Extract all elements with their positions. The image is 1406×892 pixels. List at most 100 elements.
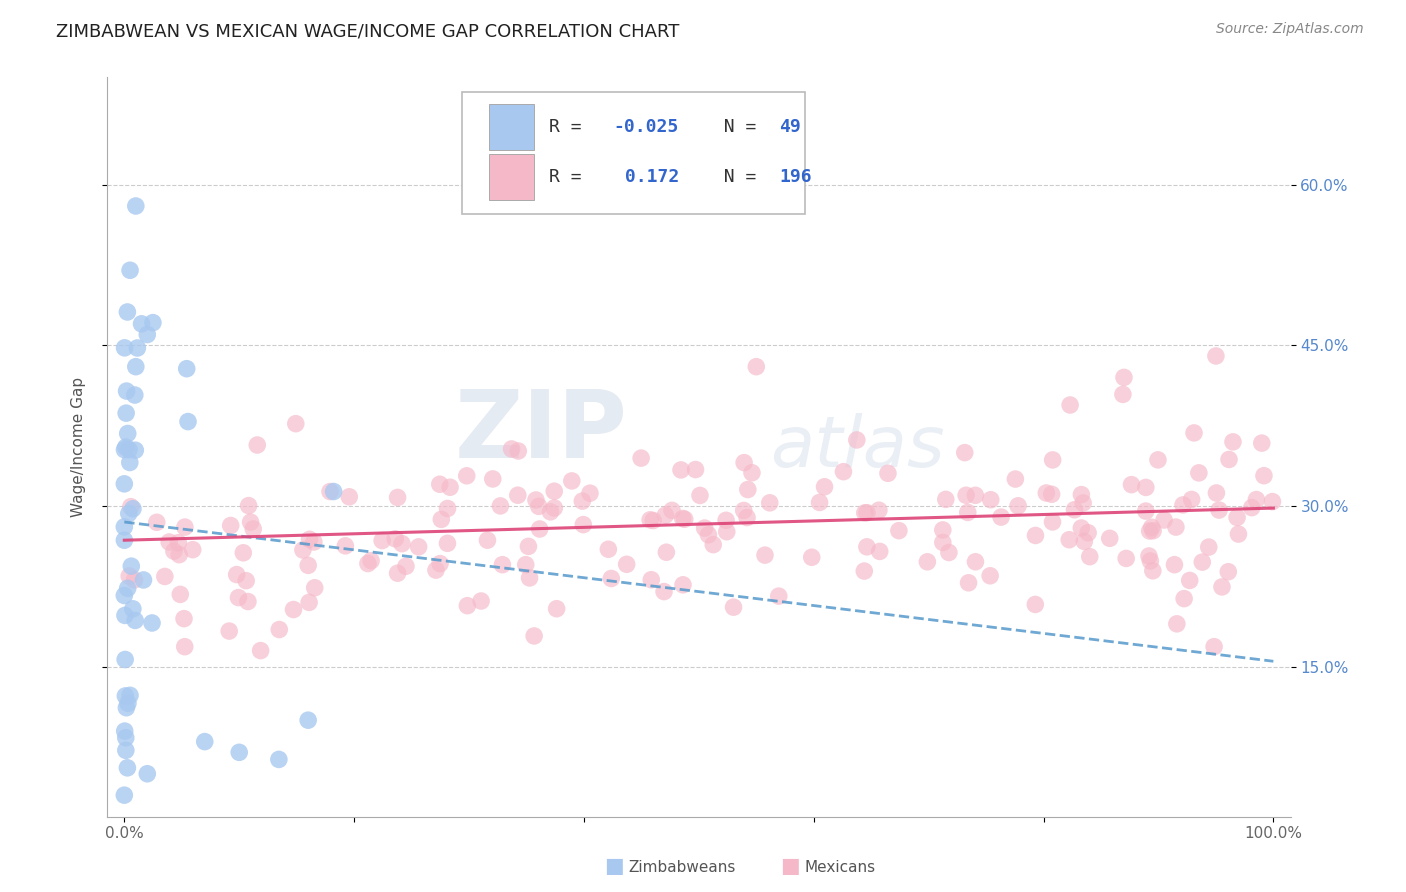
Point	[302, 535, 325, 549]
Point	[173, 640, 195, 654]
Text: 0.172: 0.172	[613, 169, 679, 186]
Point	[1178, 574, 1201, 588]
Point	[517, 540, 540, 554]
Point	[1057, 533, 1080, 547]
Point	[1250, 436, 1272, 450]
Point	[124, 573, 146, 587]
Point	[980, 492, 1002, 507]
Point	[1191, 555, 1213, 569]
Point	[1070, 487, 1092, 501]
Text: ZIMBABWEAN VS MEXICAN WAGE/INCOME GAP CORRELATION CHART: ZIMBABWEAN VS MEXICAN WAGE/INCOME GAP CO…	[56, 22, 679, 40]
Point	[114, 608, 136, 623]
Point	[146, 516, 169, 530]
Point	[523, 629, 546, 643]
Point	[1112, 370, 1135, 384]
Point	[572, 517, 595, 532]
Point	[436, 536, 458, 550]
Point	[672, 511, 695, 525]
Text: 196: 196	[779, 169, 811, 186]
Point	[112, 788, 135, 802]
Point	[242, 522, 264, 536]
Point	[672, 578, 695, 592]
Point	[112, 589, 135, 603]
Point	[124, 443, 146, 458]
Point	[887, 524, 910, 538]
Point	[176, 361, 198, 376]
Point	[1182, 425, 1205, 440]
Point	[1253, 468, 1275, 483]
Text: ZIP: ZIP	[456, 386, 628, 478]
Point	[932, 523, 955, 537]
Text: R =: R =	[548, 118, 592, 136]
Point	[1007, 499, 1029, 513]
FancyBboxPatch shape	[463, 92, 806, 214]
Point	[297, 558, 319, 573]
Point	[1004, 472, 1026, 486]
Point	[869, 544, 891, 558]
Point	[935, 492, 957, 507]
Point	[114, 724, 136, 739]
Point	[1063, 502, 1085, 516]
Point	[1042, 453, 1064, 467]
Point	[845, 433, 868, 447]
Point	[685, 462, 707, 476]
Point	[489, 499, 512, 513]
Point	[322, 484, 344, 499]
Text: R =: R =	[548, 169, 592, 186]
Point	[360, 554, 382, 568]
Point	[1135, 504, 1157, 518]
Point	[515, 558, 537, 572]
Point	[219, 518, 242, 533]
Point	[283, 602, 305, 616]
Point	[689, 488, 711, 502]
Text: ■: ■	[605, 856, 624, 876]
Point	[1181, 492, 1204, 507]
Point	[112, 476, 135, 491]
Point	[501, 442, 523, 456]
Point	[745, 359, 768, 374]
Point	[291, 543, 314, 558]
Point	[114, 689, 136, 703]
Point	[1198, 540, 1220, 554]
Point	[304, 581, 326, 595]
Point	[524, 493, 547, 508]
Text: Mexicans: Mexicans	[804, 861, 876, 875]
Point	[661, 503, 683, 517]
Point	[167, 548, 190, 562]
Point	[120, 559, 142, 574]
Point	[932, 535, 955, 549]
Point	[979, 568, 1001, 582]
Point	[491, 558, 513, 572]
Point	[1205, 486, 1227, 500]
Point	[169, 587, 191, 601]
Point	[470, 594, 492, 608]
Point	[1137, 549, 1160, 563]
Point	[456, 468, 478, 483]
Point	[956, 505, 979, 519]
Point	[228, 745, 250, 759]
Point	[813, 480, 835, 494]
Point	[938, 545, 960, 559]
Point	[600, 572, 623, 586]
Point	[853, 564, 876, 578]
Point	[754, 548, 776, 562]
Point	[640, 573, 662, 587]
Point	[225, 567, 247, 582]
Point	[120, 500, 142, 514]
Point	[697, 528, 720, 542]
Point	[132, 573, 155, 587]
Point	[384, 532, 406, 546]
Point	[174, 520, 197, 534]
Point	[868, 503, 890, 517]
Point	[1153, 513, 1175, 527]
Point	[1171, 498, 1194, 512]
Point	[1035, 486, 1057, 500]
Point	[167, 535, 190, 549]
Point	[118, 507, 141, 521]
Point	[122, 602, 145, 616]
Point	[267, 752, 290, 766]
Point	[508, 444, 530, 458]
Point	[1227, 527, 1250, 541]
Point	[1164, 520, 1187, 534]
Point	[965, 488, 987, 502]
